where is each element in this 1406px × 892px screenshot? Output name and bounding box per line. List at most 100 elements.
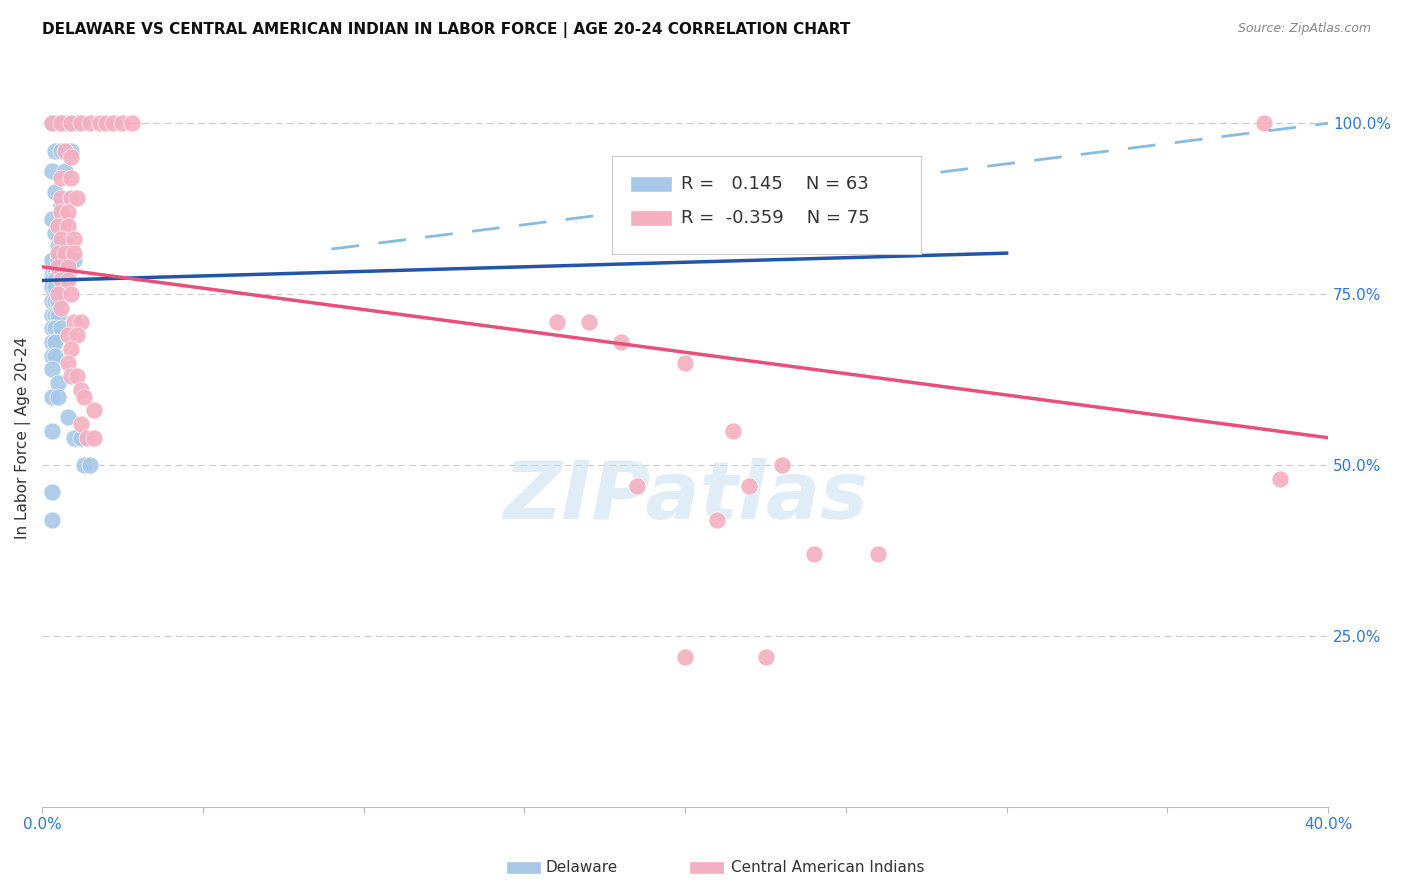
Point	[46, 293, 69, 308]
Point	[46, 390, 69, 404]
Point	[111, 116, 134, 130]
Point	[56, 260, 79, 274]
Point	[63, 252, 86, 267]
Point	[41, 485, 63, 500]
Point	[866, 547, 889, 561]
Point	[673, 355, 696, 369]
Point	[121, 116, 143, 130]
Point	[41, 280, 63, 294]
Point	[63, 314, 86, 328]
Point	[51, 267, 73, 281]
Point	[56, 219, 79, 233]
Point	[44, 334, 66, 349]
Point	[56, 239, 79, 253]
Point	[79, 116, 101, 130]
Point	[60, 170, 83, 185]
Text: R =  -0.359    N = 75: R = -0.359 N = 75	[681, 209, 869, 227]
Point	[610, 334, 633, 349]
Point	[51, 191, 73, 205]
Point	[60, 287, 83, 301]
Point	[51, 232, 73, 246]
Text: Source: ZipAtlas.com: Source: ZipAtlas.com	[1237, 22, 1371, 36]
Point	[41, 252, 63, 267]
Point	[41, 164, 63, 178]
Point	[44, 185, 66, 199]
Point	[44, 321, 66, 335]
Point	[44, 308, 66, 322]
Point	[60, 369, 83, 384]
Point	[53, 246, 76, 260]
Point	[46, 308, 69, 322]
Point	[51, 170, 73, 185]
Point	[60, 144, 83, 158]
Text: Delaware: Delaware	[546, 860, 617, 874]
Point	[53, 116, 76, 130]
Point	[46, 252, 69, 267]
Point	[60, 116, 83, 130]
Point	[46, 219, 69, 233]
Point	[44, 226, 66, 240]
Point	[41, 424, 63, 438]
Point	[754, 649, 776, 664]
Point	[46, 246, 69, 260]
Point	[66, 369, 89, 384]
Point	[56, 355, 79, 369]
Point	[44, 144, 66, 158]
Point	[60, 342, 83, 356]
Point	[53, 164, 76, 178]
Point	[44, 293, 66, 308]
Point	[626, 478, 648, 492]
Point	[46, 239, 69, 253]
Text: Central American Indians: Central American Indians	[731, 860, 925, 874]
Point	[89, 116, 111, 130]
Point	[51, 205, 73, 219]
Point	[69, 314, 91, 328]
Point	[63, 431, 86, 445]
Point	[723, 424, 745, 438]
Point	[51, 116, 73, 130]
Point	[73, 458, 96, 472]
Point	[51, 144, 73, 158]
Point	[44, 273, 66, 287]
Point	[96, 116, 118, 130]
Point	[1253, 116, 1275, 130]
Point	[76, 431, 98, 445]
Point	[41, 116, 63, 130]
Point	[46, 376, 69, 390]
Point	[53, 211, 76, 226]
Point	[41, 267, 63, 281]
Point	[63, 232, 86, 246]
Point	[66, 328, 89, 343]
Point	[546, 314, 568, 328]
Point	[46, 287, 69, 301]
Point	[51, 301, 73, 315]
Point	[803, 547, 825, 561]
Point	[53, 273, 76, 287]
Point	[41, 349, 63, 363]
Point	[69, 383, 91, 397]
Point	[44, 349, 66, 363]
Point	[41, 273, 63, 287]
Point	[66, 116, 89, 130]
Text: DELAWARE VS CENTRAL AMERICAN INDIAN IN LABOR FORCE | AGE 20-24 CORRELATION CHART: DELAWARE VS CENTRAL AMERICAN INDIAN IN L…	[42, 22, 851, 38]
Y-axis label: In Labor Force | Age 20-24: In Labor Force | Age 20-24	[15, 336, 31, 539]
Point	[63, 246, 86, 260]
Point	[41, 334, 63, 349]
Point	[41, 390, 63, 404]
Point	[83, 403, 105, 417]
Point	[69, 417, 91, 431]
Point	[60, 191, 83, 205]
Point	[41, 308, 63, 322]
Point	[41, 211, 63, 226]
Point	[53, 252, 76, 267]
Point	[56, 267, 79, 281]
Point	[60, 150, 83, 164]
Point	[51, 321, 73, 335]
Point	[578, 314, 600, 328]
Point	[79, 458, 101, 472]
Point	[706, 513, 728, 527]
Point	[53, 144, 76, 158]
Point	[41, 321, 63, 335]
Point	[46, 116, 69, 130]
Point	[60, 116, 83, 130]
